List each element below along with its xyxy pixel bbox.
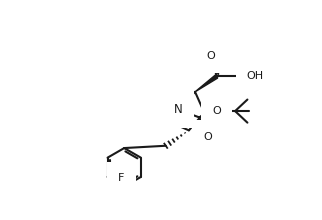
Text: N: N — [174, 103, 183, 116]
Text: F: F — [118, 173, 125, 183]
Text: O: O — [212, 106, 221, 116]
Text: O: O — [204, 132, 212, 141]
Text: OH: OH — [247, 72, 264, 81]
Polygon shape — [195, 75, 218, 92]
Text: O: O — [207, 51, 216, 61]
